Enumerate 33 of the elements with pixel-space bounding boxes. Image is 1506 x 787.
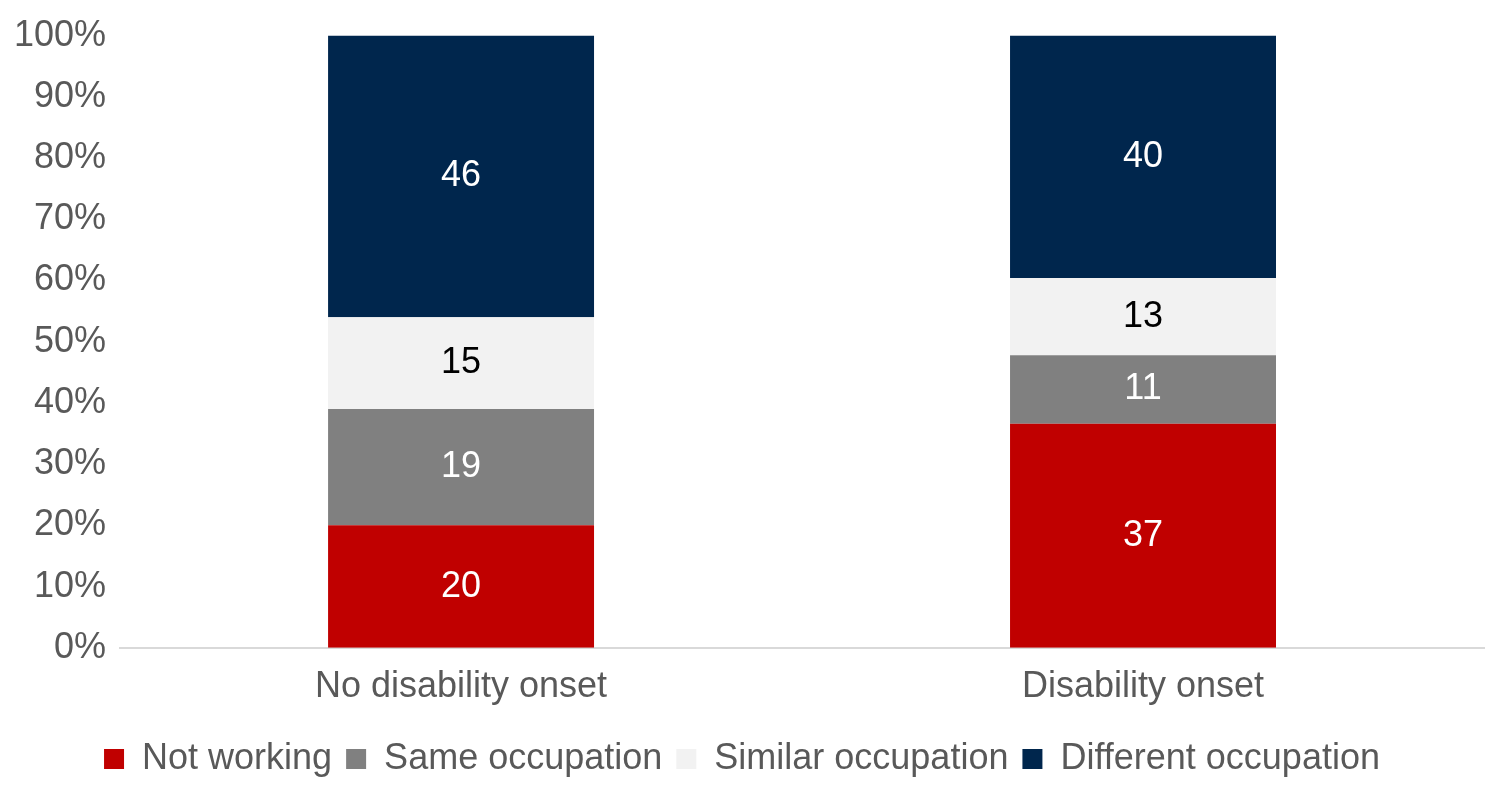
y-tick-label: 10% <box>34 563 107 605</box>
y-tick-label: 70% <box>34 196 107 238</box>
y-tick-label: 50% <box>34 318 107 360</box>
y-tick-label: 40% <box>34 379 107 421</box>
data-label: 37 <box>1123 512 1164 554</box>
legend-label: Different occupation <box>1060 735 1380 777</box>
y-tick-label: 60% <box>34 257 107 299</box>
y-tick-label: 80% <box>34 134 107 176</box>
data-label: 13 <box>1123 293 1164 335</box>
data-label: 46 <box>441 153 482 195</box>
y-tick-label: 20% <box>34 502 107 544</box>
bar <box>1010 278 1276 356</box>
x-tick-label: No disability onset <box>314 664 608 706</box>
y-tick-label: 90% <box>34 73 107 115</box>
data-label: 15 <box>441 340 482 382</box>
data-label: 11 <box>1124 366 1162 408</box>
legend-label: Not working <box>142 735 333 777</box>
data-label: 40 <box>1123 133 1164 175</box>
bar <box>328 35 595 318</box>
bar <box>1010 355 1276 424</box>
legend-label: Same occupation <box>384 735 663 777</box>
y-tick-label: 0% <box>54 624 107 666</box>
bar <box>328 409 595 526</box>
y-tick-label: 100% <box>14 12 107 54</box>
bar <box>1010 423 1276 648</box>
data-label: 19 <box>441 444 482 486</box>
data-label: 20 <box>441 563 482 605</box>
bar <box>328 525 595 648</box>
bar <box>1010 35 1276 279</box>
bar <box>328 317 595 410</box>
x-tick-label: Disability onset <box>1021 664 1265 706</box>
y-tick-label: 30% <box>34 441 107 483</box>
legend-label: Similar occupation <box>714 735 1009 777</box>
